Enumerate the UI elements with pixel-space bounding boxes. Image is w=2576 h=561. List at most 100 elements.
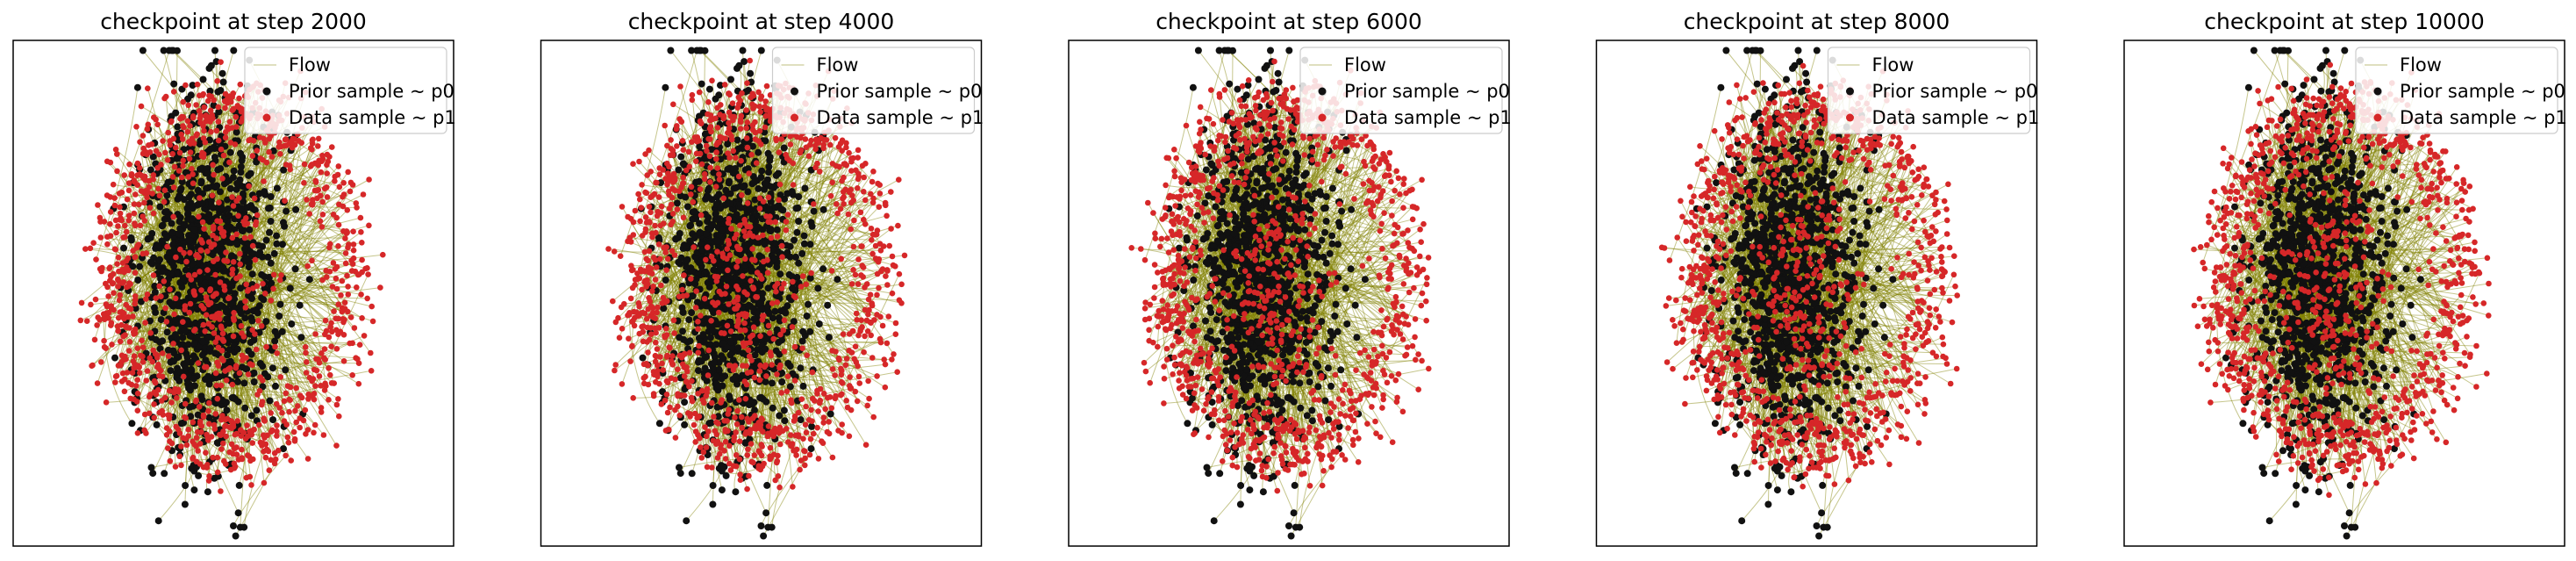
prior-point (722, 471, 730, 479)
flow-line (795, 256, 850, 351)
data-point (129, 370, 136, 376)
prior-point (228, 394, 236, 402)
data-point (335, 163, 342, 169)
data-point (94, 380, 101, 386)
data-point (115, 327, 122, 334)
prior-point (128, 420, 136, 428)
data-point (290, 428, 297, 435)
prior-point (193, 333, 201, 341)
data-point (130, 358, 137, 364)
prior-point (147, 317, 154, 325)
data-point (211, 97, 217, 104)
data-point (245, 371, 252, 378)
data-point (314, 195, 320, 202)
data-point (224, 258, 231, 264)
data-point (223, 377, 230, 384)
prior-point (204, 488, 211, 496)
data-point (260, 156, 266, 163)
data-point (180, 319, 186, 326)
prior-point (792, 253, 799, 261)
data-point (272, 456, 279, 463)
flow-line (619, 87, 666, 256)
data-point (230, 423, 237, 430)
prior-point (262, 318, 270, 326)
data-point (103, 399, 110, 406)
data-point (100, 311, 107, 318)
data-point (306, 211, 313, 217)
data-point (138, 103, 145, 110)
prior-point (226, 357, 234, 365)
data-point (320, 432, 327, 438)
data-point (256, 421, 262, 428)
data-point (144, 291, 151, 298)
data-point (104, 192, 111, 198)
flow-line (741, 147, 808, 356)
data-point (132, 270, 139, 277)
flow-line (240, 306, 326, 335)
data-point (126, 339, 133, 345)
data-point (115, 363, 122, 369)
data-point (270, 285, 276, 292)
data-point (162, 394, 168, 401)
prior-point (790, 318, 798, 326)
prior-point (147, 464, 155, 471)
data-point (333, 401, 340, 408)
prior-point (129, 263, 137, 270)
prior-point (683, 255, 691, 263)
prior-point (727, 76, 734, 83)
data-point (131, 177, 137, 183)
data-point (338, 292, 344, 298)
flow-line (271, 156, 304, 414)
prior-point (739, 47, 747, 54)
data-point (169, 326, 176, 332)
data-point (173, 144, 179, 151)
prior-point (254, 251, 262, 259)
data-point (277, 277, 283, 284)
data-point (143, 430, 149, 436)
data-point (231, 310, 237, 316)
prior-point (189, 205, 197, 212)
data-point (242, 298, 248, 305)
data-point (197, 111, 204, 119)
flow-line (235, 274, 369, 536)
data-point (345, 284, 351, 290)
prior-point (177, 184, 185, 192)
data-point (113, 372, 120, 379)
prior-point (255, 302, 263, 310)
legend-label: Flow (289, 54, 331, 76)
data-point (238, 105, 244, 111)
data-point (197, 441, 204, 447)
prior-point (159, 221, 167, 229)
data-point (275, 144, 283, 150)
flow-line (128, 160, 216, 184)
flow-line (207, 332, 250, 438)
flow-line (125, 334, 210, 385)
prior-point (156, 203, 164, 211)
data-point (215, 104, 222, 111)
data-point (180, 123, 186, 129)
data-point (201, 104, 207, 111)
data-point (283, 390, 290, 397)
prior-point (214, 88, 222, 96)
prior-point (773, 226, 781, 234)
data-point (83, 318, 90, 325)
data-point (333, 346, 340, 352)
data-point (135, 363, 141, 370)
prior-point (223, 223, 230, 231)
data-point (115, 223, 121, 229)
prior-point (184, 209, 192, 217)
data-point (270, 271, 277, 278)
data-point (335, 315, 342, 322)
prior-point (237, 284, 245, 292)
data-point (260, 280, 266, 287)
prior-point (208, 176, 216, 183)
data-point (198, 287, 204, 293)
prior-point (137, 298, 145, 306)
data-point (217, 310, 224, 317)
flow-line (234, 337, 275, 464)
flow-line (151, 457, 242, 468)
prior-point (225, 287, 233, 295)
data-point (229, 381, 236, 388)
data-point (243, 281, 250, 288)
data-point (165, 129, 171, 136)
